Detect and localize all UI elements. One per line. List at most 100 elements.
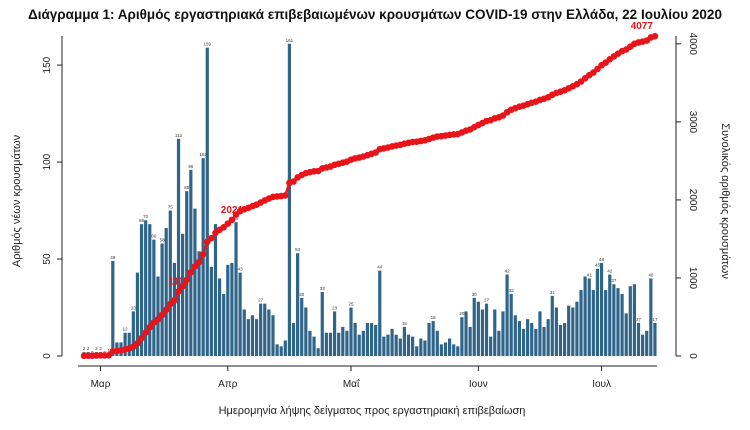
bar [604, 290, 608, 356]
bar [411, 336, 415, 356]
bar-value-label: 40 [648, 272, 654, 277]
bar [550, 295, 554, 356]
bar [567, 305, 571, 356]
bar [649, 278, 653, 356]
bar [205, 47, 209, 356]
bar [443, 342, 448, 356]
bar [517, 321, 522, 356]
bar [189, 169, 193, 356]
bar-value-label: 60 [151, 234, 157, 239]
bar [152, 239, 156, 356]
bar [489, 336, 493, 356]
bar [337, 332, 341, 356]
bar [447, 338, 452, 356]
bar-value-label: 44 [377, 265, 383, 270]
y-axis-label: Αριθμός νέων κρουσμάτων [11, 134, 23, 267]
bar [645, 330, 649, 356]
bar [296, 253, 300, 356]
bar [530, 323, 534, 356]
bar [341, 326, 345, 356]
bar [291, 323, 296, 356]
cumulative-point [183, 276, 191, 284]
bar-value-label: 41 [587, 272, 593, 277]
bar [460, 317, 464, 356]
bar [583, 276, 587, 356]
bar [484, 303, 489, 356]
bar-value-label: 12 [123, 327, 129, 332]
bar [431, 321, 435, 356]
y2-tick-label: 3000 [687, 111, 698, 134]
bar [287, 43, 292, 356]
y-tick-label: 150 [42, 56, 53, 73]
bar [172, 262, 177, 356]
bar [353, 323, 357, 356]
bar-value-label: 2 [99, 346, 102, 351]
bar [164, 228, 168, 356]
cumulative-point [208, 234, 215, 242]
bar [595, 268, 600, 356]
bar [111, 260, 115, 356]
cumulative-labels-group: 1111 2021 4077 [168, 21, 653, 287]
cumulative-value-label: 1111 [168, 276, 189, 287]
bar [123, 332, 127, 356]
bar [283, 340, 287, 356]
bar-value-label: 20 [459, 311, 465, 316]
bar [546, 319, 550, 356]
x-tick-label: Ιουλ [592, 379, 611, 390]
bar [320, 292, 324, 356]
bar [464, 311, 468, 356]
bar-value-label: 23 [332, 305, 338, 310]
bar [501, 311, 505, 356]
bar-value-label: 53 [295, 247, 301, 252]
bar [357, 334, 361, 356]
bar [476, 301, 480, 356]
bar-value-label: 2 [87, 346, 90, 351]
cumulative-point [146, 323, 154, 331]
x-tick-label: Μαΐ [343, 378, 360, 390]
bar-value-label: 25 [349, 302, 355, 307]
bar [197, 251, 201, 356]
bar [250, 315, 255, 356]
plot-area: 2202201491223687060587511285961021596943… [80, 21, 659, 360]
bar [558, 324, 563, 356]
bar-value-label: 69 [234, 216, 240, 221]
bar [423, 340, 427, 356]
bar-value-label: 18 [431, 315, 437, 320]
bar-value-label: 48 [599, 257, 605, 262]
y2-tick-label: 1000 [687, 267, 698, 290]
bar-value-label: 27 [484, 298, 490, 303]
bar-value-label: 96 [188, 164, 194, 169]
bar-value-label: 1 [107, 348, 110, 353]
bar-value-label: 15 [402, 321, 408, 326]
cumulative-point [179, 283, 186, 290]
bar [394, 334, 398, 356]
bar [234, 222, 238, 356]
bar [242, 309, 246, 356]
x-tick-label: Μαρ [91, 379, 111, 390]
bar [390, 328, 394, 356]
bar [579, 290, 583, 356]
cumulative-point [138, 334, 145, 342]
bar-value-label: 30 [299, 292, 305, 297]
bar [279, 346, 283, 356]
bar [308, 330, 312, 356]
cumulative-point [134, 340, 141, 347]
bar [382, 336, 386, 356]
bar [304, 307, 308, 356]
bar-value-label: 31 [550, 290, 556, 295]
y2-tick-label: 2000 [687, 189, 698, 212]
bar [209, 266, 213, 356]
y-tick-label: 100 [42, 153, 53, 170]
bar [324, 332, 328, 356]
bar-value-label: 70 [143, 214, 149, 219]
axes-group: 0 50 100 150 0 1000 2000 3000 4000 Μαρ Απρ Μαΐ Ιου… [42, 33, 698, 390]
bar [300, 297, 304, 356]
cumulative-line-group [80, 32, 659, 360]
bar-value-label: 27 [258, 298, 264, 303]
bar-value-label: 75 [168, 205, 174, 210]
bar [534, 328, 538, 356]
bar [374, 324, 378, 356]
bar [349, 307, 353, 356]
bar [636, 323, 641, 356]
bar-value-label: 42 [607, 269, 613, 274]
